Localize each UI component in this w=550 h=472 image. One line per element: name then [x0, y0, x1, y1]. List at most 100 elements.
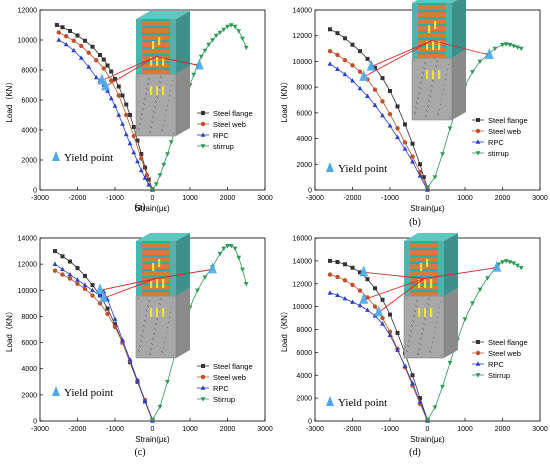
x-tick-label: 2000: [220, 426, 236, 433]
data-point: [387, 123, 393, 128]
data-point: [90, 283, 95, 288]
legend-label: RPC: [213, 384, 229, 393]
legend-label: Steel flange: [488, 338, 528, 347]
data-point: [135, 377, 140, 383]
data-point: [225, 24, 230, 30]
data-point: [335, 274, 340, 280]
data-point: [492, 46, 498, 52]
yield-point-legend-icon: [326, 396, 334, 406]
data-point: [157, 173, 163, 178]
data-point: [113, 322, 117, 327]
y-tick-label: 2000: [21, 158, 37, 165]
data-point: [56, 37, 62, 42]
data-point: [83, 38, 87, 43]
leader-line: [378, 278, 425, 313]
data-point: [213, 33, 219, 39]
data-point: [82, 286, 88, 292]
data-point: [53, 249, 57, 254]
legend-marker: [200, 374, 206, 380]
panel-label: (c): [134, 447, 145, 458]
leader-line: [155, 56, 200, 66]
data-point: [139, 156, 144, 161]
data-point: [335, 260, 340, 265]
data-point: [146, 182, 152, 187]
y-tick-label: 14000: [293, 8, 313, 15]
data-point: [150, 187, 155, 192]
data-point: [342, 57, 348, 63]
data-point: [388, 312, 392, 317]
data-point: [425, 418, 430, 423]
x-tick-label: -2000: [69, 426, 87, 433]
y-tick-label: 10000: [18, 288, 38, 295]
data-point: [86, 64, 92, 69]
data-point: [518, 265, 524, 271]
data-point: [410, 380, 415, 386]
data-point: [365, 93, 370, 98]
data-point: [64, 34, 69, 39]
yield-point-marker: [492, 260, 502, 272]
data-point: [335, 52, 340, 58]
data-point: [109, 69, 114, 74]
data-point: [380, 76, 385, 81]
data-point: [507, 260, 513, 265]
data-point: [357, 302, 363, 308]
data-point: [372, 102, 378, 107]
data-point: [135, 158, 140, 164]
y-tick-label: 6000: [296, 110, 312, 117]
data-point: [112, 103, 118, 108]
data-point: [94, 58, 99, 63]
data-point: [71, 47, 77, 53]
data-point: [86, 50, 91, 55]
data-point: [358, 270, 362, 275]
data-point: [112, 316, 118, 321]
x-tick-label: 1000: [457, 195, 473, 202]
data-point: [165, 379, 170, 385]
y-tick-label: 14000: [18, 236, 38, 243]
x-axis-label: Strain(με): [135, 204, 170, 213]
data-point: [395, 104, 400, 109]
legend-label: Steel flange: [488, 116, 528, 125]
data-point: [335, 292, 340, 297]
x-tick-label: -1000: [106, 426, 124, 433]
data-point: [93, 74, 99, 80]
data-point: [127, 140, 133, 146]
leader-line: [99, 278, 157, 291]
data-point: [402, 363, 408, 368]
x-tick-label: -1000: [106, 195, 124, 202]
leader-line: [105, 56, 157, 87]
legend-marker: [200, 397, 206, 402]
data-point: [327, 48, 333, 54]
legend-marker: [476, 340, 480, 344]
y-tick-label: 16000: [293, 236, 313, 243]
legend-label: Steel web: [213, 120, 246, 129]
leader-line: [371, 40, 433, 67]
data-point: [120, 337, 125, 342]
data-point: [105, 311, 110, 317]
data-point: [124, 112, 129, 118]
leader-line: [423, 267, 497, 279]
y-tick-label: 8000: [21, 314, 37, 321]
legend-label: stirrup: [488, 149, 509, 158]
data-point: [387, 332, 393, 338]
data-point: [228, 23, 234, 28]
legend-marker: [200, 132, 206, 137]
panel-label: (a): [134, 202, 145, 213]
yield-point-legend-icon: [52, 386, 60, 396]
x-tick-label: 0: [426, 426, 430, 433]
data-point: [68, 259, 72, 264]
data-point: [447, 126, 453, 131]
data-point: [112, 324, 118, 330]
data-point: [432, 405, 438, 410]
data-point: [52, 268, 58, 273]
data-point: [127, 356, 133, 362]
data-point: [56, 30, 61, 35]
data-point: [350, 42, 355, 47]
data-point: [236, 255, 242, 261]
data-point: [410, 141, 415, 146]
yield-point-marker: [95, 283, 105, 295]
data-point: [342, 278, 348, 283]
y-tick-label: 6000: [21, 98, 37, 105]
y-tick-label: 12000: [18, 8, 38, 15]
x-axis-label: Strain(με): [410, 204, 445, 213]
